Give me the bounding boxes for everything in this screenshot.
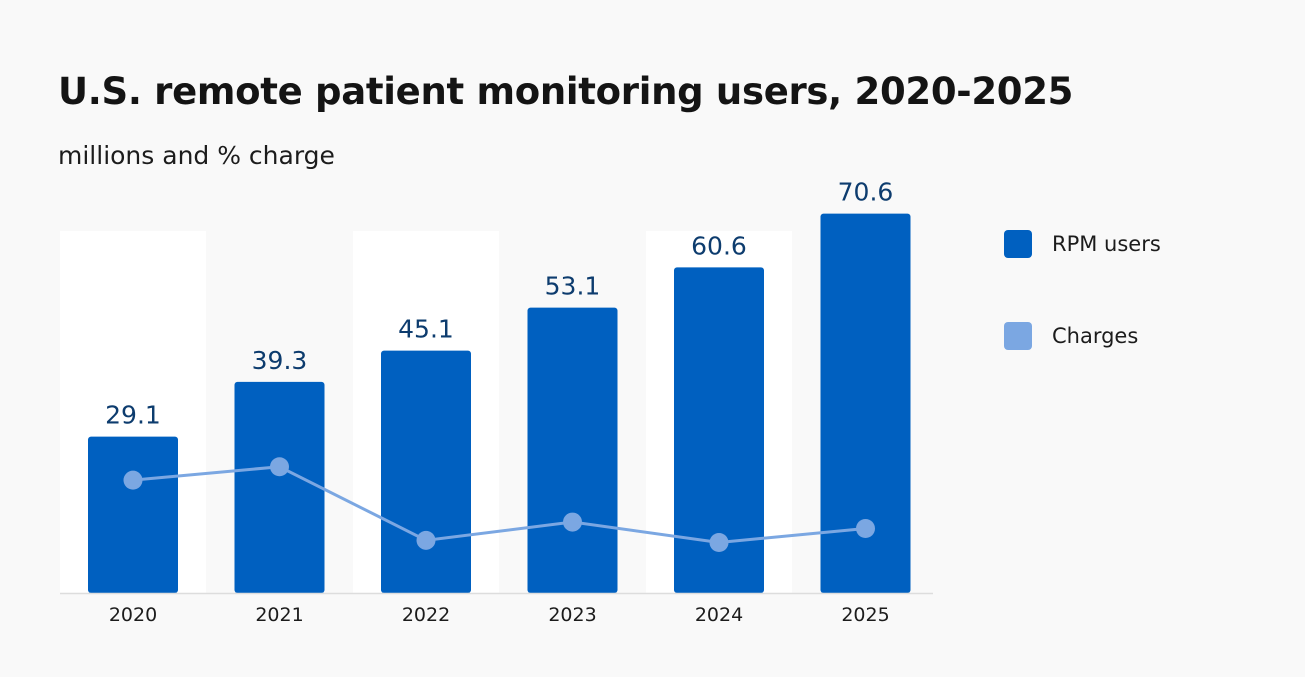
x-tick-label-2020: 2020: [109, 604, 157, 626]
charges-point-2023: [563, 512, 582, 532]
x-tick-label-2022: 2022: [402, 604, 450, 626]
legend: RPM users Charges: [1004, 228, 1161, 352]
legend-label-charges: Charges: [1052, 324, 1139, 348]
x-tick-label-2023: 2023: [548, 604, 596, 626]
x-tick-label-2021: 2021: [255, 604, 303, 626]
x-tick-label-2024: 2024: [695, 604, 743, 626]
bar-2025: [820, 213, 911, 593]
bar-2022: [381, 350, 471, 593]
value-label-2022: 45.1: [398, 315, 454, 344]
charges-point-2020: [123, 470, 143, 490]
legend-swatch-charges: [1004, 322, 1032, 350]
value-label-2020: 29.1: [105, 401, 161, 430]
charges-point-2024: [709, 532, 729, 552]
value-label-2025: 70.6: [838, 178, 894, 207]
legend-item-rpm-users: RPM users: [1004, 228, 1161, 260]
charges-point-2021: [270, 457, 289, 477]
value-label-2023: 53.1: [545, 272, 601, 301]
bar-2021: [234, 381, 325, 593]
charges-point-2025: [856, 519, 875, 539]
bar-2023: [527, 307, 618, 593]
charges-point-2022: [416, 530, 436, 550]
legend-swatch-rpm-users: [1004, 230, 1032, 258]
legend-item-charges: Charges: [1004, 320, 1161, 352]
chart-subtitle: millions and % charge: [58, 141, 335, 170]
value-label-2024: 60.6: [691, 231, 747, 260]
value-label-2021: 39.3: [252, 346, 308, 375]
bar-2020: [88, 436, 178, 593]
bar-2024: [674, 267, 764, 593]
legend-label-rpm-users: RPM users: [1052, 232, 1161, 256]
x-tick-label-2025: 2025: [841, 604, 889, 626]
charges-line: [132, 465, 866, 545]
chart-title: U.S. remote patient monitoring users, 20…: [58, 70, 1074, 113]
